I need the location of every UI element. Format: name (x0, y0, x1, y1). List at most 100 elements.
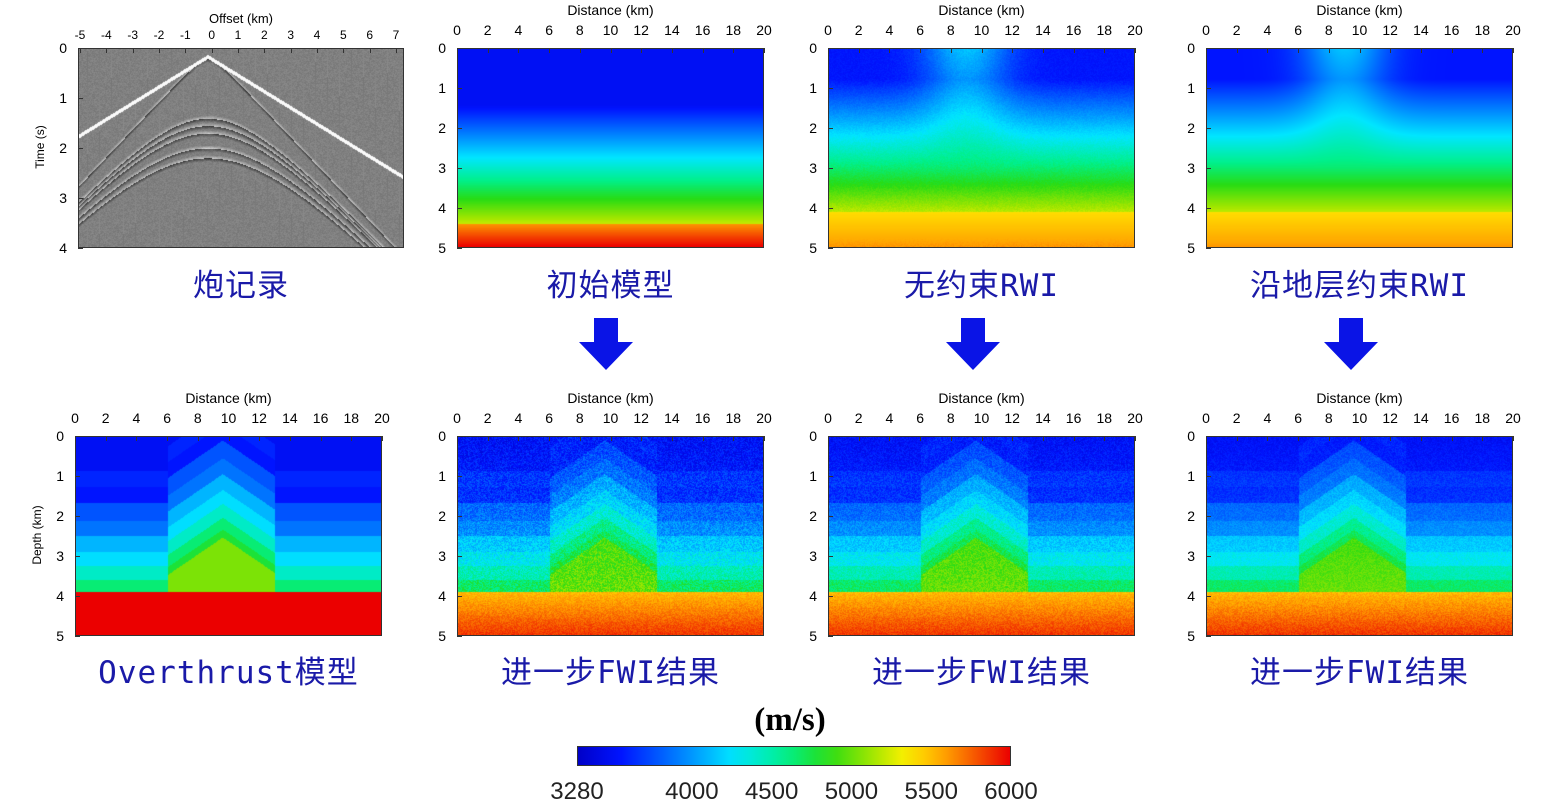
y-tick-mark (75, 636, 80, 637)
y-tick-label: 1 (438, 468, 446, 484)
y-tick-label: 1 (1187, 80, 1195, 96)
x-tick-mark (950, 436, 952, 441)
x-tick-label: 4 (514, 410, 523, 426)
x-tick-label: 10 (973, 410, 990, 426)
panel-caption: 无约束RWI (904, 268, 1059, 304)
y-tick-mark (457, 128, 462, 129)
x-tick-label: 6 (916, 22, 924, 38)
y-tick-label: 2 (809, 120, 817, 136)
x-tick-mark (1420, 48, 1422, 53)
x-tick-label: 20 (1127, 22, 1143, 38)
x-tick-label: 6 (545, 22, 553, 38)
x-tick-mark (1073, 48, 1075, 53)
x-tick-mark (889, 48, 891, 53)
x-tick-label: 8 (946, 410, 955, 426)
y-tick-mark (1206, 596, 1211, 597)
panel-caption: Overthrust模型 (98, 655, 359, 691)
x-tick-mark (641, 48, 643, 53)
x-tick-mark (702, 436, 704, 441)
x-tick-label: 18 (725, 22, 742, 38)
x-tick-label: 6 (163, 410, 171, 426)
x-tick-label: 20 (756, 22, 772, 38)
y-tick-label: 0 (809, 40, 817, 56)
y-tick-label: 4 (1187, 588, 1195, 604)
y-tick-mark (457, 636, 462, 637)
x-tick-mark (889, 436, 891, 441)
y-tick-mark (1206, 88, 1211, 89)
y-tick-label: 0 (1187, 428, 1195, 444)
y-tick-label: 4 (438, 588, 446, 604)
y-tick-mark (1206, 436, 1211, 437)
y-tick-label: 4 (809, 200, 817, 216)
y-tick-mark (457, 596, 462, 597)
x-tick-mark (264, 48, 266, 53)
x-tick-mark (641, 436, 643, 441)
x-tick-mark (1420, 436, 1422, 441)
x-tick-label: 14 (282, 410, 298, 426)
x-tick-label: 8 (946, 22, 955, 38)
x-tick-label: 16 (1443, 410, 1460, 426)
x-tick-mark (396, 48, 397, 53)
x-tick-label: 14 (664, 410, 680, 426)
x-tick-mark (238, 48, 239, 53)
arrow-down-icon (1324, 318, 1378, 370)
y-tick-label: 5 (438, 628, 446, 644)
x-tick-mark (1236, 48, 1238, 53)
plot-image (829, 437, 1134, 635)
x-tick-label: 4 (1263, 410, 1272, 426)
x-tick-mark (1206, 48, 1207, 53)
x-tick-label: 12 (633, 410, 649, 426)
y-tick-label: 0 (59, 40, 67, 56)
y-tick-label: 5 (438, 240, 446, 256)
x-tick-mark (1267, 436, 1269, 441)
y-tick-label: 4 (809, 588, 817, 604)
x-tick-mark (1104, 436, 1106, 441)
y-tick-label: 5 (809, 628, 817, 644)
x-tick-mark (858, 436, 860, 441)
y-tick-label: 0 (1187, 40, 1195, 56)
x-tick-label: 6 (366, 28, 373, 42)
y-tick-mark (828, 128, 833, 129)
panel-caption: 初始模型 (546, 268, 675, 304)
y-tick-mark (75, 556, 80, 557)
y-tick-label: 5 (809, 240, 817, 256)
x-tick-label: 4 (885, 410, 894, 426)
y-tick-label: 5 (1187, 628, 1195, 644)
x-tick-mark (549, 48, 551, 53)
y-tick-mark (1206, 48, 1211, 49)
plot-image (1207, 437, 1512, 635)
x-tick-mark (351, 436, 353, 441)
y-tick-label: 1 (438, 80, 446, 96)
y-tick-mark (75, 516, 80, 517)
x-axis-label: Distance (km) (567, 390, 654, 406)
y-tick-label: 3 (59, 190, 67, 206)
y-tick-mark (828, 636, 833, 637)
y-tick-label: 4 (59, 240, 67, 256)
x-tick-label: 0 (453, 22, 461, 38)
y-tick-mark (1206, 208, 1211, 209)
colorbar (577, 746, 1011, 766)
x-tick-label: 12 (1004, 22, 1020, 38)
y-tick-label: 3 (438, 548, 446, 564)
x-tick-label: 10 (602, 22, 619, 38)
plot-area (75, 436, 382, 636)
x-tick-label: 20 (374, 410, 390, 426)
plot-image (1207, 49, 1512, 247)
x-tick-mark (487, 436, 489, 441)
y-tick-label: 1 (56, 468, 64, 484)
x-tick-mark (764, 48, 765, 53)
x-axis-label: Distance (km) (938, 2, 1025, 18)
x-tick-label: 2 (101, 410, 110, 426)
panel-caption: 进一步FWI结果 (872, 655, 1091, 691)
y-tick-label: 2 (438, 508, 446, 524)
x-tick-label: 0 (453, 410, 461, 426)
x-tick-mark (259, 436, 261, 441)
x-tick-mark (1135, 48, 1136, 53)
x-tick-mark (132, 48, 134, 53)
x-tick-mark (1390, 436, 1392, 441)
x-tick-mark (733, 436, 735, 441)
y-tick-mark (1206, 516, 1211, 517)
y-tick-label: 0 (438, 428, 446, 444)
x-tick-label: 14 (1413, 410, 1429, 426)
x-tick-label: 20 (756, 410, 772, 426)
